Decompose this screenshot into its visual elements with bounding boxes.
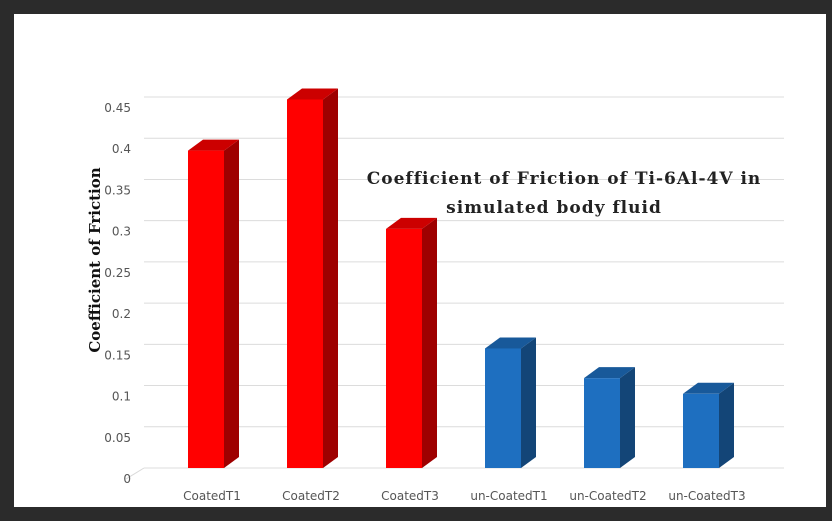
bar-CoatedT3 [386, 217, 437, 468]
bar-CoatedT2 [287, 88, 338, 469]
y-axis-ticks: 0 0.05 0.1 0.15 0.2 0.25 0.3 0.35 0.4 0.45 [104, 101, 131, 486]
chart-title-line-2: simulated body fluid [446, 198, 662, 218]
x-category-label: CoatedT1 [183, 489, 241, 503]
y-tick-label: 0.1 [112, 390, 131, 404]
y-tick-label: 0.25 [104, 266, 131, 280]
x-category-label: CoatedT2 [282, 489, 340, 503]
y-tick-label: 0.15 [104, 348, 131, 362]
x-category-label: un-CoatedT3 [668, 489, 745, 503]
gridlines [125, 96, 784, 480]
x-category-label: un-CoatedT2 [569, 489, 646, 503]
bar-un-CoatedT3 [683, 382, 734, 468]
bar-un-CoatedT1 [485, 337, 536, 468]
bar-un-CoatedT2 [584, 367, 635, 468]
bar-chart: 0 0.05 0.1 0.15 0.2 0.25 0.3 0.35 0.4 0.45 Coated… [86, 88, 784, 503]
y-tick-label: 0 [123, 472, 131, 486]
x-category-label: un-CoatedT1 [470, 489, 547, 503]
y-tick-label: 0.2 [112, 307, 131, 321]
bars [188, 88, 734, 469]
chart-title-line-1: Coefficient of Friction of Ti-6Al-4V in [367, 169, 762, 189]
y-axis-label: Coefficient of Friction [86, 167, 104, 352]
x-category-label: CoatedT3 [381, 489, 439, 503]
bar-CoatedT1 [188, 139, 239, 469]
y-tick-label: 0.3 [112, 225, 131, 239]
y-tick-label: 0.05 [104, 431, 131, 445]
y-tick-label: 0.45 [104, 101, 131, 115]
chart-frame: 0 0.05 0.1 0.15 0.2 0.25 0.3 0.35 0.4 0.45 Coated… [0, 0, 832, 507]
y-tick-label: 0.35 [104, 183, 131, 197]
x-axis-categories: CoatedT1 CoatedT2 CoatedT3 un-CoatedT1 un-Co… [183, 489, 746, 503]
y-tick-label: 0.4 [112, 142, 131, 156]
